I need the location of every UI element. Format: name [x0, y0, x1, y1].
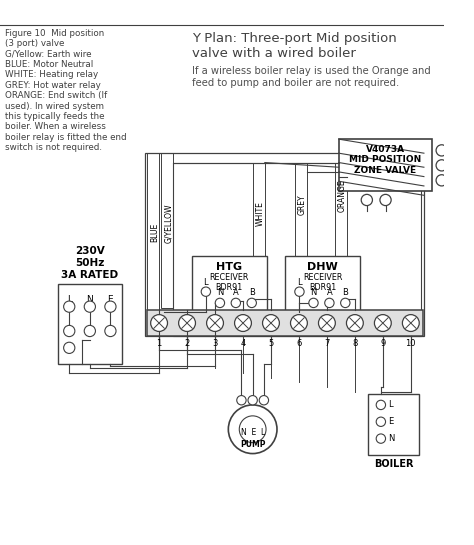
Circle shape: [239, 416, 266, 443]
Circle shape: [341, 298, 350, 307]
Circle shape: [436, 160, 447, 171]
Text: BLUE: BLUE: [150, 223, 159, 243]
Circle shape: [295, 287, 304, 296]
Text: HTG: HTG: [216, 262, 242, 272]
Text: N: N: [310, 288, 317, 298]
Text: If a wireless boiler relay is used the Orange and
feed to pump and boiler are no: If a wireless boiler relay is used the O…: [192, 66, 430, 88]
Circle shape: [231, 298, 240, 307]
Text: N: N: [86, 295, 93, 305]
Text: G/YELLOW: G/YELLOW: [164, 204, 173, 243]
Circle shape: [436, 175, 447, 186]
Text: WHITE: WHITE: [255, 202, 264, 227]
FancyBboxPatch shape: [368, 393, 419, 455]
Text: BOILER: BOILER: [374, 459, 413, 469]
Text: B: B: [342, 288, 348, 298]
Circle shape: [376, 400, 385, 410]
Circle shape: [179, 314, 195, 331]
Circle shape: [319, 314, 335, 331]
Circle shape: [228, 405, 277, 453]
Text: V4073A
MID POSITION
ZONE VALVE: V4073A MID POSITION ZONE VALVE: [349, 145, 422, 174]
Text: Y Plan: Three-port Mid position
valve with a wired boiler: Y Plan: Three-port Mid position valve wi…: [192, 32, 397, 59]
Text: RECEIVER
BDR91: RECEIVER BDR91: [303, 273, 343, 292]
Circle shape: [247, 298, 256, 307]
Text: L: L: [297, 278, 302, 287]
FancyBboxPatch shape: [339, 139, 432, 191]
Text: 5: 5: [268, 340, 273, 348]
Text: 6: 6: [296, 340, 301, 348]
Text: B: B: [249, 288, 255, 298]
Circle shape: [376, 434, 385, 443]
Text: PUMP: PUMP: [240, 440, 265, 450]
Text: E: E: [108, 295, 113, 305]
Circle shape: [64, 342, 75, 354]
Text: L: L: [388, 401, 393, 409]
Circle shape: [201, 287, 210, 296]
Text: GREY: GREY: [298, 195, 307, 215]
Text: Figure 10  Mid position
(3 port) valve
G/Yellow: Earth wire
BLUE: Motor Neutral
: Figure 10 Mid position (3 port) valve G/…: [5, 29, 126, 152]
FancyBboxPatch shape: [58, 284, 122, 364]
Circle shape: [84, 325, 95, 337]
Text: ORANGE: ORANGE: [338, 179, 347, 211]
Text: N  E  L: N E L: [240, 427, 265, 437]
Circle shape: [105, 325, 116, 337]
Text: 2: 2: [184, 340, 190, 348]
Text: 4: 4: [240, 340, 246, 348]
Circle shape: [346, 314, 363, 331]
Circle shape: [376, 417, 385, 426]
Text: 7: 7: [324, 340, 329, 348]
Circle shape: [64, 325, 75, 337]
FancyBboxPatch shape: [285, 256, 360, 312]
Text: L: L: [203, 278, 208, 287]
Text: 3: 3: [212, 340, 218, 348]
Text: A: A: [327, 288, 332, 298]
Circle shape: [309, 298, 318, 307]
Circle shape: [84, 301, 95, 312]
Text: A: A: [233, 288, 239, 298]
Circle shape: [207, 314, 223, 331]
Circle shape: [263, 314, 279, 331]
Circle shape: [151, 314, 167, 331]
Circle shape: [237, 396, 246, 405]
Circle shape: [259, 396, 269, 405]
Text: 10: 10: [406, 340, 416, 348]
Circle shape: [64, 301, 75, 312]
Text: 1: 1: [156, 340, 162, 348]
Circle shape: [291, 314, 307, 331]
Circle shape: [248, 396, 257, 405]
Circle shape: [402, 314, 419, 331]
Circle shape: [380, 195, 391, 205]
Circle shape: [361, 195, 373, 205]
FancyBboxPatch shape: [192, 256, 267, 312]
Text: 8: 8: [352, 340, 357, 348]
Text: N: N: [388, 434, 395, 443]
Text: N: N: [217, 288, 223, 298]
Text: RECEIVER
BDR91: RECEIVER BDR91: [210, 273, 249, 292]
Circle shape: [374, 314, 391, 331]
Circle shape: [325, 298, 334, 307]
Circle shape: [436, 145, 447, 156]
Text: 230V
50Hz
3A RATED: 230V 50Hz 3A RATED: [61, 246, 118, 280]
Circle shape: [235, 314, 251, 331]
Text: E: E: [388, 417, 393, 426]
Text: 9: 9: [380, 340, 385, 348]
Circle shape: [215, 298, 225, 307]
Text: L: L: [67, 295, 72, 305]
Circle shape: [105, 301, 116, 312]
FancyBboxPatch shape: [147, 311, 423, 336]
Text: DHW: DHW: [308, 262, 338, 272]
